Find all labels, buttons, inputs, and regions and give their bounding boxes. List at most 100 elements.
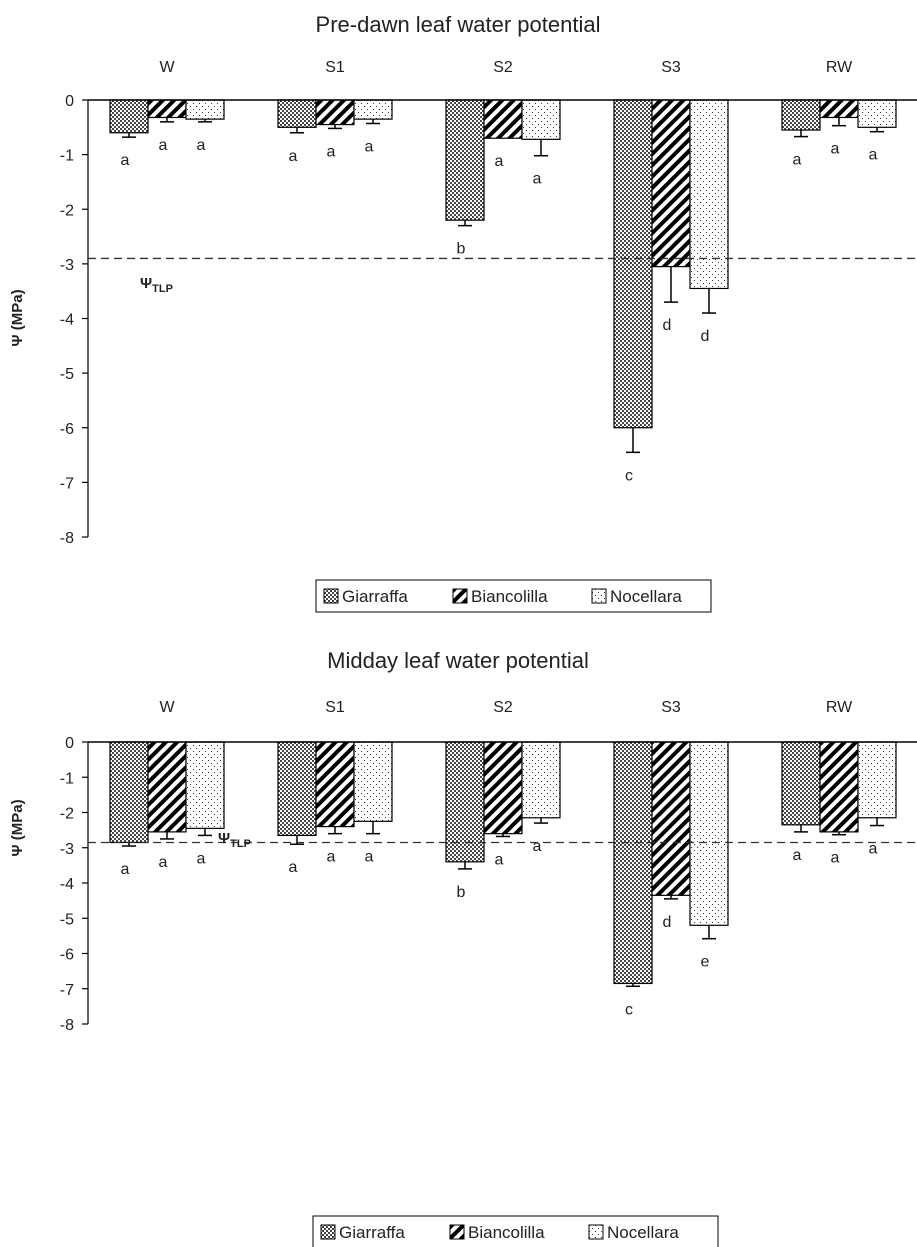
bar-biancolilla [651,99,691,268]
bar-nocellara [521,99,561,140]
y-tick-label: -1 [60,770,74,787]
legend: Giarraffa Biancolilla Nocellara [315,579,712,613]
y-tick-label: -6 [60,947,74,964]
significance-letter: a [793,847,802,864]
bar-nocellara [185,741,225,829]
bar-nocellara [857,741,897,819]
bar-giarraffa [445,741,485,863]
y-tick-label: 0 [65,735,74,752]
legend: Giarraffa Biancolilla Nocellara [312,1215,719,1247]
significance-letter: a [495,153,504,170]
bar-nocellara [353,741,393,822]
category-label: RW [826,59,853,76]
y-tick-label: -4 [60,312,74,329]
y-tick-label: -5 [60,366,74,383]
significance-letter: a [365,849,374,866]
significance-letter: a [365,138,374,155]
significance-letter: a [159,854,168,871]
y-tick-label: -4 [60,876,74,893]
y-tick-label: -7 [60,475,74,492]
giarraffa-swatch [320,1224,336,1240]
significance-letter: a [831,141,840,158]
legend-item-label: Nocellara [610,587,682,606]
significance-letter: a [289,859,298,876]
bar-giarraffa [445,99,485,221]
bar-giarraffa [109,99,149,134]
category-label: RW [826,699,853,716]
category-label: S1 [325,59,345,76]
bar-giarraffa [109,741,149,844]
biancolilla-swatch [452,588,468,604]
bar-biancolilla [315,741,355,828]
bar-biancolilla [819,99,859,119]
y-axis-label: Ψ (MPa) [9,799,26,856]
bar-nocellara [857,99,897,128]
significance-letter: a [869,147,878,164]
legend-item-label: Giarraffa [342,587,408,606]
y-tick-label: -2 [60,202,74,219]
bar-biancolilla [483,99,523,139]
significance-letter: a [831,850,840,867]
significance-letter: a [533,171,542,188]
significance-letter: c [625,467,633,484]
significance-letter: a [197,850,206,867]
significance-letter: a [121,861,130,878]
bar-giarraffa [613,99,653,429]
y-tick-label: -6 [60,421,74,438]
significance-letter: d [701,328,710,345]
significance-letter: a [197,137,206,154]
significance-letter: a [159,137,168,154]
bar-nocellara [353,99,393,120]
biancolilla-swatch [449,1224,465,1240]
y-tick-label: -5 [60,911,74,928]
y-axis-label: Ψ (MPa) [9,289,26,346]
category-label: S2 [493,699,513,716]
giarraffa-swatch [323,588,339,604]
chart-title: Pre-dawn leaf water potential [316,12,601,37]
y-tick-label: -8 [60,530,74,547]
charts-layer: Pre-dawn leaf water potential 0 -1 -2 -3 -4 -5… [9,12,917,1247]
significance-letter: a [289,148,298,165]
category-label: W [159,59,175,76]
bar-giarraffa [781,741,821,826]
significance-letter: a [327,143,336,160]
y-tick-label: -8 [60,1017,74,1034]
nocellara-swatch [588,1224,604,1240]
bar-giarraffa [277,741,317,837]
legend-item-label: Giarraffa [339,1223,405,1242]
significance-letter: b [457,884,466,901]
category-label: S3 [661,59,681,76]
bar-nocellara [521,741,561,819]
legend-item-label: Nocellara [607,1223,679,1242]
category-label: S2 [493,59,513,76]
nocellara-swatch [591,588,607,604]
legend-item-label: Biancolilla [468,1223,545,1242]
category-label: S3 [661,699,681,716]
significance-letter: c [625,1001,633,1018]
significance-letter: a [869,841,878,858]
significance-letter: a [533,838,542,855]
bar-nocellara [689,741,729,926]
y-tick-label: -7 [60,982,74,999]
significance-letter: a [327,849,336,866]
significance-letter: a [793,152,802,169]
legend-item-label: Biancolilla [471,587,548,606]
bar-giarraffa [781,99,821,131]
legend-box [315,579,712,613]
bar-giarraffa [613,741,653,985]
y-tick-label: -3 [60,841,74,858]
category-label: W [159,699,175,716]
y-tick-label: -3 [60,257,74,274]
tlp-label: ΨTLP [140,275,173,295]
bar-biancolilla [147,99,187,119]
significance-letter: a [495,851,504,868]
y-tick-label: -2 [60,806,74,823]
significance-letter: d [663,914,672,931]
bar-biancolilla [483,741,523,835]
significance-letter: a [121,152,130,169]
chart-title: Midday leaf water potential [327,648,589,673]
bar-nocellara [185,99,225,120]
bar-biancolilla [819,741,859,833]
category-label: S1 [325,699,345,716]
tlp-label: ΨTLP [218,830,251,850]
